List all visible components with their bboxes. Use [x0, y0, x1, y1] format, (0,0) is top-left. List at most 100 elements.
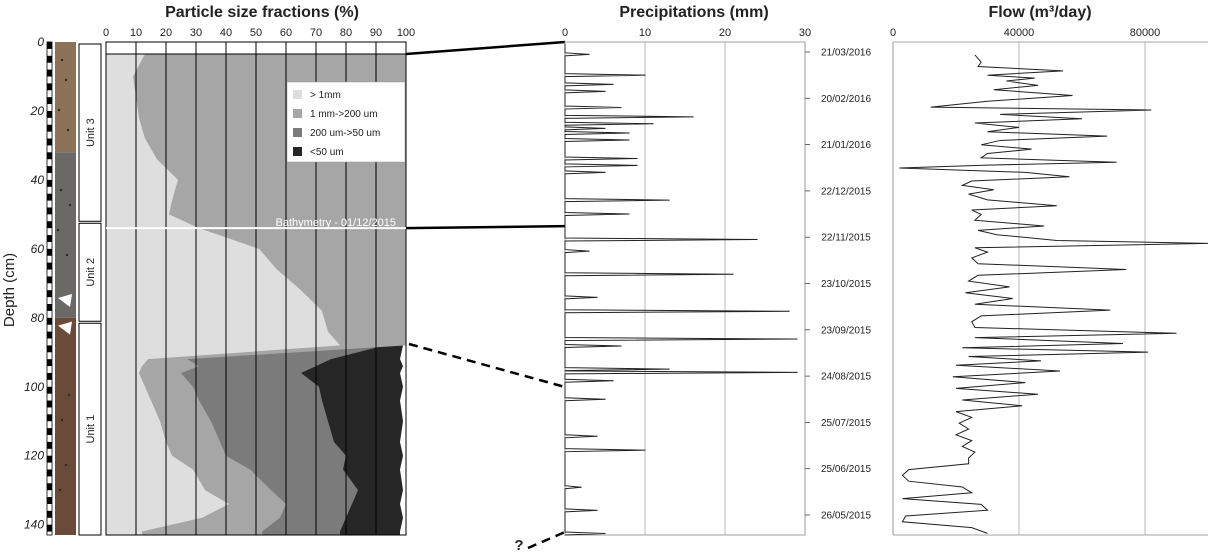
unit-box-1 — [78, 43, 102, 222]
core-grain-5 — [68, 203, 72, 207]
ruler-segment-120 — [47, 455, 52, 463]
precip-point-1 — [644, 74, 646, 76]
ruler-segment-8 — [47, 69, 52, 77]
ruler-segment-128 — [47, 483, 52, 491]
ruler-segment-96 — [47, 372, 52, 380]
flow-series — [899, 54, 1208, 534]
ruler-segment-20 — [47, 110, 52, 118]
core-grain-10 — [60, 418, 64, 422]
precip-tick-20: 20 — [719, 27, 731, 39]
precip-point-18 — [596, 296, 598, 298]
ruler-segment-112 — [47, 428, 52, 436]
particle-tick-10: 10 — [130, 27, 142, 39]
precip-point-23 — [796, 371, 798, 373]
depth-ruler — [46, 41, 53, 536]
ruler-segment-108 — [47, 414, 52, 422]
precip-point-14 — [628, 213, 630, 215]
particle-tick-100: 100 — [397, 27, 415, 39]
bathymetry-label: Bathymetry - 01/12/2015 — [276, 217, 396, 229]
precip-point-15 — [756, 238, 758, 241]
date-label-1: 20/02/2016 — [821, 94, 871, 105]
ruler-segment-92 — [47, 359, 52, 367]
particle-tick-30: 30 — [190, 27, 202, 39]
flow-tick-0: 0 — [890, 27, 896, 39]
ruler-segment-44 — [47, 193, 52, 201]
flow-line — [899, 54, 1208, 534]
depth-tick-100: 100 — [24, 380, 44, 394]
legend-label-1: > 1mm — [310, 90, 341, 101]
ruler-segment-32 — [47, 152, 52, 160]
flow-tick-1: 40000 — [1004, 27, 1035, 39]
ruler-segment-28 — [47, 138, 52, 146]
precip-point-6 — [652, 123, 654, 125]
ruler-segment-84 — [47, 331, 52, 339]
ruler-segment-4 — [47, 55, 52, 63]
precip-point-5 — [692, 116, 694, 118]
precip-point-2 — [612, 83, 614, 86]
core-marker-0 — [58, 294, 72, 308]
flow-title: Flow (m³/day) — [988, 4, 1091, 21]
precip-point-26 — [596, 435, 598, 437]
depth-tick-40: 40 — [31, 173, 45, 187]
precip-tick-10: 10 — [639, 27, 651, 39]
particle-tick-90: 90 — [370, 27, 382, 39]
ruler-segment-104 — [47, 400, 52, 408]
ruler-segment-56 — [47, 235, 52, 242]
precip-point-27 — [644, 449, 646, 451]
date-label-3: 22/12/2015 — [821, 186, 871, 197]
date-label-6: 23/09/2015 — [821, 325, 871, 336]
core-grain-6 — [56, 228, 60, 232]
particle-tick-40: 40 — [220, 27, 232, 39]
ruler-segment-52 — [47, 221, 52, 229]
ruler-segment-80 — [47, 317, 52, 325]
precip-point-16 — [588, 250, 590, 252]
precip-point-21 — [620, 345, 622, 347]
precip-point-20 — [796, 338, 798, 340]
ruler-segment-88 — [47, 345, 52, 353]
date-labels: 21/03/2016 20/02/2016 21/01/2016 22/12/2015… — [805, 48, 871, 522]
core-grain-2 — [57, 108, 61, 112]
particle-x-tick-labels: 0 10 20 30 40 50 60 70 80 90 100 — [103, 27, 415, 39]
depth-tick-140: 140 — [24, 518, 44, 532]
flow-tick-2: 80000 — [1130, 27, 1161, 39]
precip-tick-0: 0 — [562, 27, 568, 39]
date-label-4: 22/11/2015 — [821, 233, 871, 244]
precipitation-x-tick-labels: 0 10 20 30 — [562, 27, 811, 39]
precip-point-7 — [604, 127, 606, 129]
core-grain-3 — [66, 128, 70, 132]
particle-size-panel: Particle size fractions (%) Depth (cm) 0… — [1, 4, 415, 536]
link-bathymetry — [405, 224, 566, 230]
legend-label-4: <50 um — [310, 147, 344, 158]
core-grain-0 — [60, 58, 64, 62]
precip-point-25 — [604, 398, 606, 400]
date-label-0: 21/03/2016 — [821, 48, 871, 59]
date-label-7: 24/08/2015 — [821, 372, 871, 383]
ruler-segment-68 — [47, 276, 52, 284]
legend-swatch-3 — [293, 128, 302, 137]
precip-point-28 — [580, 486, 582, 488]
depth-tick-labels: 0 20 40 60 80 100 120 140 — [24, 35, 44, 532]
core-section-1 — [55, 152, 76, 318]
depth-axis-label: Depth (cm) — [1, 253, 18, 327]
precip-tick-30: 30 — [799, 27, 811, 39]
particle-tick-70: 70 — [310, 27, 322, 39]
ruler-segment-60 — [47, 248, 52, 256]
core-section-0 — [55, 42, 76, 153]
ruler-segment-116 — [47, 441, 52, 449]
ruler-segment-0 — [47, 42, 52, 49]
legend-swatch-1 — [293, 90, 302, 99]
legend-swatch-2 — [293, 109, 302, 118]
precipitation-series — [564, 44, 798, 536]
precip-point-17 — [732, 273, 734, 275]
stratigraphic-units: Unit 3 Unit 2 Unit 1 — [78, 43, 102, 536]
core-grain-1 — [64, 78, 68, 82]
plot-frame — [105, 41, 407, 536]
link-dashed-2 — [527, 530, 566, 550]
precip-point-22 — [668, 368, 670, 370]
correlation-lines — [405, 40, 566, 550]
bathymetry-annotation: Bathymetry - 01/12/2015 — [106, 217, 406, 230]
precip-point-8 — [628, 132, 630, 134]
ruler-segment-136 — [47, 510, 52, 518]
particle-tick-60: 60 — [280, 27, 292, 39]
